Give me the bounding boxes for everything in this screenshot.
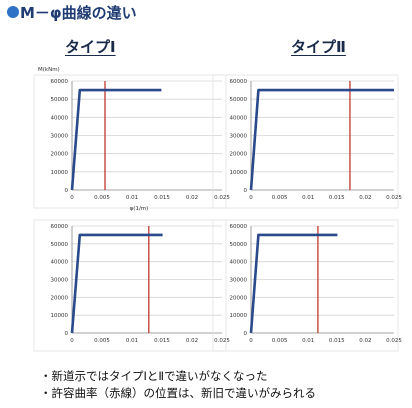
chart-4-frame (212, 219, 399, 352)
chart-1-xtick-label: 0.025 (214, 195, 230, 201)
chart-3-xtick-label: 0.01 (126, 338, 138, 344)
chart-3-ytick-label: 10000 (51, 313, 69, 319)
chart-4-xtick-label: 0.01 (302, 338, 314, 344)
chart-1-ytick-label: 40000 (51, 115, 69, 121)
chart-1-xtick-label: 0.015 (154, 195, 170, 201)
chart-1-xlabel: φ(1/m) (130, 206, 149, 212)
chart-1-xtick-label: 0 (70, 195, 74, 201)
chart-4-ytick-label: 60000 (230, 224, 248, 230)
chart-3-ytick-label: 60000 (51, 224, 69, 230)
chart-1-xtick-label: 0.01 (126, 195, 138, 201)
chart-4-xtick-label: 0.005 (272, 338, 288, 344)
note-1: ・新道示ではタイプⅠとⅡで違いがなくなった (40, 369, 268, 383)
type-2-heading: タイプⅡ (291, 38, 346, 56)
chart-4-series-line (249, 233, 338, 334)
chart-4-ytick-label: 20000 (230, 295, 248, 301)
chart-3-ytick-label: 40000 (51, 260, 69, 266)
chart-4-ytick-label: 50000 (230, 242, 248, 248)
chart-2-xtick-label: 0.025 (386, 195, 402, 201)
chart-1-ytick-label: 30000 (51, 134, 69, 140)
chart-2-xtick-label: 0 (249, 195, 253, 201)
chart-3-ytick-label: 0 (65, 331, 69, 337)
chart-3-xtick-label: 0.015 (154, 338, 170, 344)
chart-2-xtick-label: 0.02 (359, 195, 371, 201)
chart-1-ytick-label: 10000 (51, 170, 69, 176)
chart-1-ytick-label: 0 (65, 188, 69, 194)
chart-4-ytick-label: 10000 (230, 313, 248, 319)
chart-1-ytick-label: 60000 (51, 79, 69, 85)
chart-4-ytick-label: 30000 (230, 278, 248, 284)
chart-2-xtick-label: 0.01 (302, 195, 314, 201)
chart-1-xtick-label: 0.005 (94, 195, 110, 201)
chart-1-frame (33, 74, 227, 209)
chart-2-frame (212, 74, 399, 209)
title-bullet (7, 6, 19, 18)
chart-1-ytick-label: 50000 (51, 97, 69, 103)
chart-4-ytick-label: 0 (244, 331, 248, 337)
chart-4-xtick-label: 0.025 (386, 338, 402, 344)
chart-1-ylabel: M(kNm) (38, 67, 60, 73)
chart-2-ytick-label: 10000 (230, 170, 248, 176)
chart-2-series-line (249, 88, 394, 191)
chart-3-xtick-label: 0.02 (186, 338, 198, 344)
type-1-heading: タイプⅠ (65, 38, 116, 56)
chart-1-xtick-label: 0.02 (186, 195, 198, 201)
chart-2-ytick-label: 20000 (230, 152, 248, 158)
chart-4-xtick-label: 0.02 (359, 338, 371, 344)
chart-2-ytick-label: 30000 (230, 134, 248, 140)
chart-3-xtick-label: 0.025 (214, 338, 230, 344)
chart-3-frame (33, 219, 227, 352)
chart-1-ytick-label: 20000 (51, 152, 69, 158)
chart-1-series-line (70, 88, 162, 191)
note-2: ・許容曲率（赤線）の位置は、新旧で違いがみられる (40, 386, 316, 400)
chart-3-series-line (70, 233, 163, 334)
chart-3-ytick-label: 50000 (51, 242, 69, 248)
chart-2-ytick-label: 60000 (230, 79, 248, 85)
chart-2-ytick-label: 40000 (230, 115, 248, 121)
chart-4-xtick-label: 0 (249, 338, 253, 344)
chart-3-ytick-label: 30000 (51, 278, 69, 284)
chart-3-xtick-label: 0.005 (94, 338, 110, 344)
chart-2-ytick-label: 0 (244, 188, 248, 194)
chart-2-xtick-label: 0.015 (329, 195, 345, 201)
chart-2-ytick-label: 50000 (230, 97, 248, 103)
chart-4-ytick-label: 40000 (230, 260, 248, 266)
page-title: M－φ曲線の違い (20, 4, 137, 22)
chart-2-xtick-label: 0.005 (272, 195, 288, 201)
chart-3-ytick-label: 20000 (51, 295, 69, 301)
chart-3-xtick-label: 0 (70, 338, 74, 344)
chart-4-xtick-label: 0.015 (329, 338, 345, 344)
